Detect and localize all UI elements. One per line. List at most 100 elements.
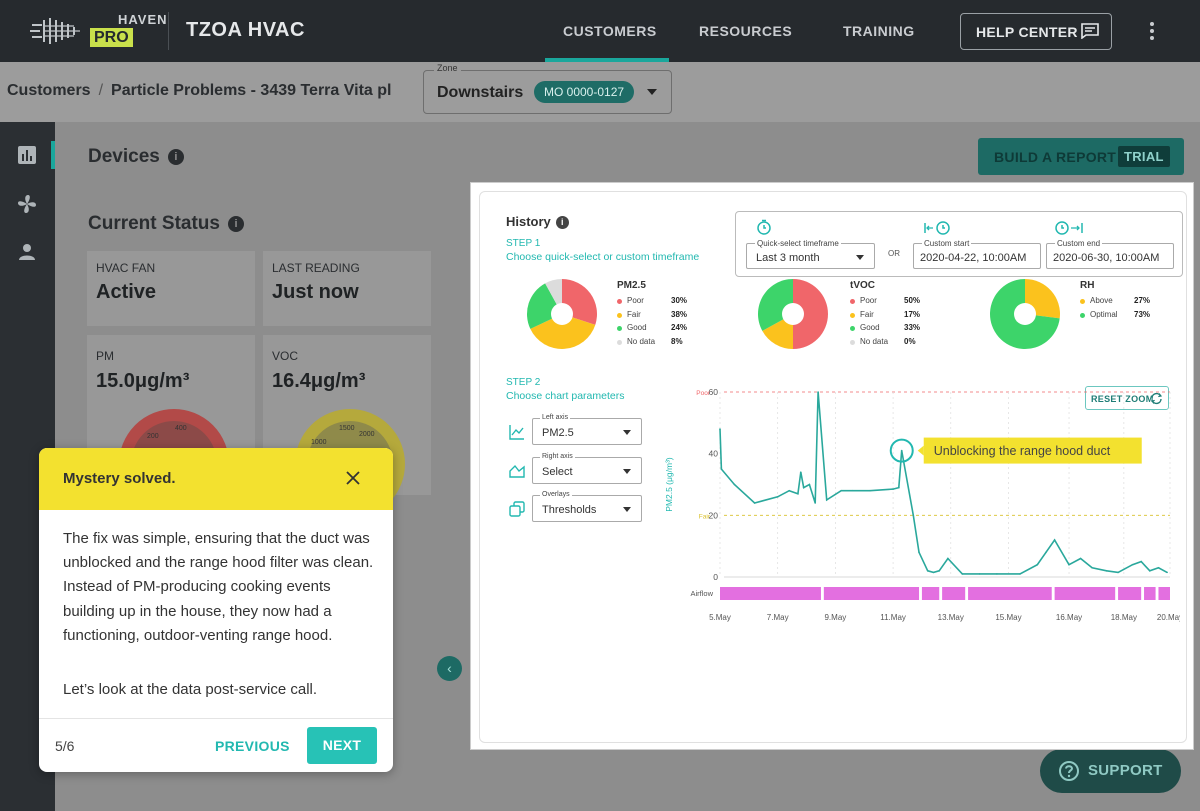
airflow-segment: [921, 587, 940, 600]
support-label: SUPPORT: [1088, 762, 1163, 779]
data-point: [814, 502, 816, 504]
overlays-select[interactable]: Overlays Thresholds: [532, 491, 642, 522]
data-point: [1140, 560, 1142, 563]
data-point: [1157, 566, 1160, 569]
data-point: [1131, 563, 1134, 566]
data-point: [918, 551, 920, 554]
breadcrumb-customers-link[interactable]: Customers: [7, 82, 91, 99]
tvoc-pie-title: tVOC: [850, 280, 875, 291]
pm25-pie-title: PM2.5: [617, 280, 646, 291]
airflow-segment: [1118, 587, 1142, 600]
left-axis-value: PM2.5: [542, 427, 574, 439]
left-axis-select[interactable]: Left axis PM2.5: [532, 414, 642, 445]
data-point: [808, 483, 811, 486]
airflow-segment: [720, 587, 821, 600]
data-point: [1079, 557, 1082, 560]
last-reading-label: LAST READING: [272, 261, 360, 275]
voc-gauge-tick-label: 1000: [311, 439, 327, 446]
legend-percent: 17%: [904, 309, 921, 319]
support-button[interactable]: SUPPORT: [1040, 749, 1181, 793]
custom-start-label: Custom start: [922, 239, 972, 248]
y-tick-label: 0: [713, 572, 718, 582]
legend-swatch: [1080, 312, 1085, 318]
previous-button[interactable]: PREVIOUS: [215, 738, 290, 754]
zone-badge: MO 0000-0127: [534, 81, 635, 103]
annotation-box: [923, 437, 1142, 464]
zone-select[interactable]: Zone Downstairs MO 0000-0127: [423, 63, 672, 114]
legend-label: Optimal: [1090, 309, 1118, 319]
reset-zoom-button[interactable]: RESET ZOOM: [1085, 386, 1169, 410]
right-axis-select[interactable]: Right axis Select: [532, 453, 642, 484]
nav-customers[interactable]: CUSTOMERS: [563, 23, 657, 39]
tour-step-counter: 5/6: [55, 738, 75, 754]
data-point: [1036, 563, 1039, 566]
more-menu-icon[interactable]: [1145, 18, 1159, 44]
data-point: [788, 489, 791, 492]
legend-swatch: [850, 299, 855, 304]
data-point: [900, 449, 903, 452]
voc-gauge-tick-label: 2000: [359, 431, 375, 438]
data-point: [1045, 551, 1047, 554]
legend-item: Poor 50%: [850, 296, 930, 310]
nav-active-indicator: [545, 58, 669, 62]
data-point: [1149, 570, 1151, 572]
legend-swatch: [617, 299, 622, 304]
chevron-left-icon[interactable]: ‹: [437, 656, 462, 681]
custom-start-field[interactable]: Custom start 2020-04-22, 10:00AM: [913, 239, 1041, 269]
sidebar-active-indicator: [51, 141, 55, 169]
legend-swatch: [617, 312, 622, 318]
pm25-pie-legend: Poor 30% Fair 38% Good 24% No data 8%: [617, 296, 697, 350]
info-icon[interactable]: i: [227, 216, 244, 232]
data-point: [869, 489, 871, 492]
data-point: [912, 514, 915, 517]
pm25-series-line: [719, 391, 1168, 575]
right-axis-value: Select: [542, 466, 573, 478]
custom-end-field[interactable]: Custom end 2020-06-30, 10:00AM: [1046, 239, 1174, 269]
user-icon[interactable]: [16, 241, 38, 263]
overlays-value: Thresholds: [542, 504, 597, 516]
airflow-segment: [942, 587, 966, 600]
tour-body-text: The fix was simple, ensuring that the du…: [63, 530, 374, 644]
status-card-hvac: HVAC FAN Active: [87, 251, 255, 326]
next-button[interactable]: NEXT: [307, 727, 377, 764]
current-status-heading: Current Status i: [88, 213, 244, 235]
info-icon[interactable]: i: [555, 216, 569, 229]
caret-down-icon: [623, 430, 631, 435]
nav-resources[interactable]: RESOURCES: [699, 23, 793, 39]
legend-percent: 8%: [671, 336, 683, 346]
pie-hole: [782, 303, 804, 325]
legend-percent: 30%: [671, 296, 688, 305]
legend-swatch: [1080, 299, 1085, 304]
airflow-label: Airflow: [690, 589, 713, 598]
legend-label: No data: [627, 336, 656, 346]
custom-end-value: 2020-06-30, 10:00AM: [1053, 252, 1160, 264]
quick-select-timeframe[interactable]: Quick-select timeframe Last 3 month: [746, 239, 875, 269]
x-tick-label: 7.May: [767, 613, 789, 622]
annotation-marker: [889, 438, 914, 463]
close-icon[interactable]: [342, 467, 364, 489]
rh-pie-title: RH: [1080, 280, 1095, 291]
legend-label: Fair: [627, 309, 641, 319]
data-point: [978, 573, 981, 575]
info-icon[interactable]: i: [167, 149, 184, 165]
clock-start-icon: [924, 221, 950, 235]
data-point: [1091, 566, 1093, 569]
help-center-button[interactable]: HELP CENTER: [960, 13, 1112, 50]
legend-label: Fair: [860, 309, 874, 319]
data-point: [926, 570, 929, 572]
x-tick-label: 15.May: [995, 613, 1021, 622]
chart-icon[interactable]: [16, 144, 38, 166]
rh-pie-legend: Above 27% Optimal 73%: [1080, 296, 1160, 323]
haven-pro-logo[interactable]: HAVEN PRO: [28, 12, 167, 50]
right-axis-label: Right axis: [540, 453, 575, 460]
breadcrumb: Customers / Particle Problems - 3439 Terra…: [7, 82, 391, 100]
nav-training[interactable]: TRAINING: [843, 23, 915, 39]
tour-dialog: Mystery solved. The fix was simple, ensu…: [39, 448, 393, 772]
company-name: TZOA HVAC: [186, 19, 305, 41]
build-report-button[interactable]: BUILD A REPORT TRIAL: [978, 138, 1184, 175]
tour-body-text-2: Let’s look at the data post-service call…: [63, 681, 318, 698]
fan-icon[interactable]: [16, 193, 38, 215]
legend-item: Above 27%: [1080, 296, 1160, 310]
quick-select-label: Quick-select timeframe: [755, 239, 841, 248]
